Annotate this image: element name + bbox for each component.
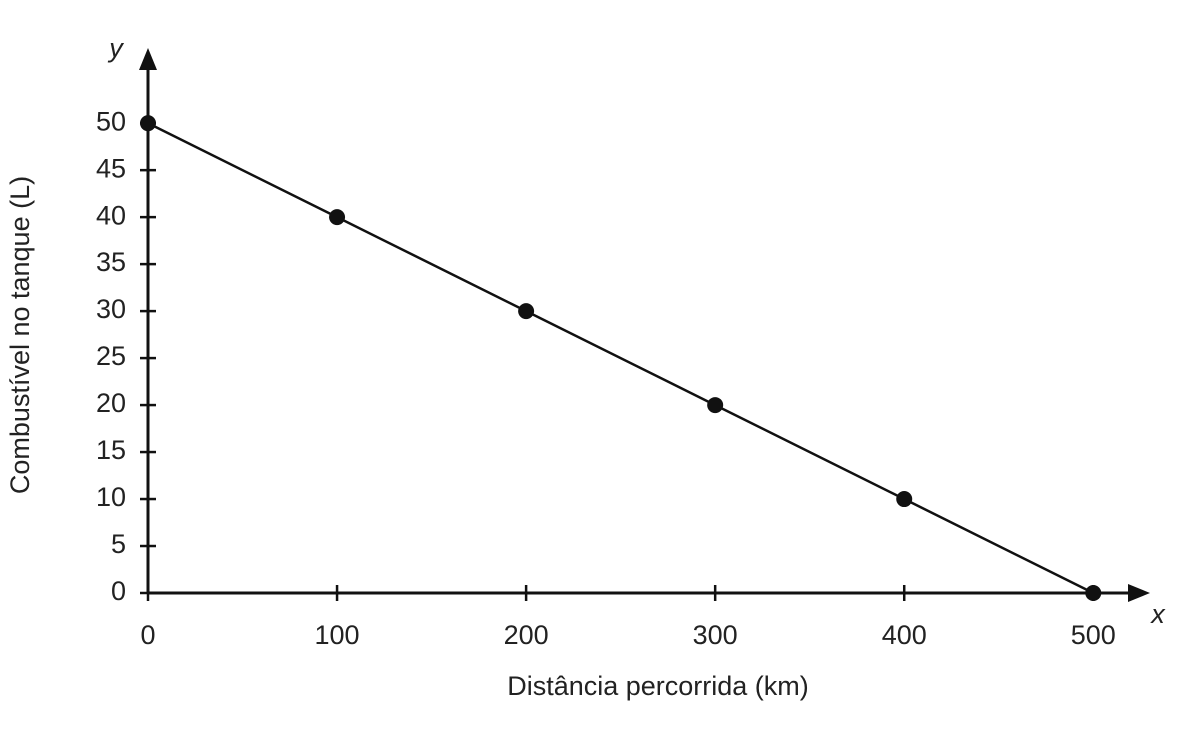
x-tick-label: 500 <box>1071 620 1116 650</box>
x-axis-name: x <box>1149 599 1166 629</box>
x-tick-label: 0 <box>140 620 155 650</box>
data-point <box>1085 585 1102 601</box>
x-axis-arrow <box>1128 584 1150 602</box>
x-tick-label: 200 <box>504 620 549 650</box>
y-tick-label: 45 <box>96 153 126 183</box>
data-point <box>329 209 346 226</box>
y-axis-name: y <box>107 33 124 63</box>
y-tick-label: 5 <box>111 529 126 559</box>
y-tick-label: 40 <box>96 200 126 230</box>
data-point <box>140 115 156 132</box>
y-tick-label: 50 <box>96 106 126 136</box>
y-axis-label: Combustível no tanque (L) <box>5 176 35 494</box>
y-tick-label: 25 <box>96 341 126 371</box>
data-point <box>518 303 535 320</box>
data-point <box>896 491 913 508</box>
x-axis-label: Distância percorrida (km) <box>507 671 809 701</box>
y-tick-label: 15 <box>96 435 126 465</box>
x-tick-label: 100 <box>315 620 360 650</box>
data-point <box>707 397 724 414</box>
y-tick-label: 10 <box>96 482 126 512</box>
y-tick-label: 20 <box>96 388 126 418</box>
y-tick-label: 30 <box>96 294 126 324</box>
x-tick-label: 400 <box>882 620 927 650</box>
y-tick-label: 35 <box>96 247 126 277</box>
data-line <box>147 122 1094 595</box>
y-axis-arrow <box>139 48 157 70</box>
x-tick-label: 300 <box>693 620 738 650</box>
y-tick-label: 0 <box>111 576 126 606</box>
